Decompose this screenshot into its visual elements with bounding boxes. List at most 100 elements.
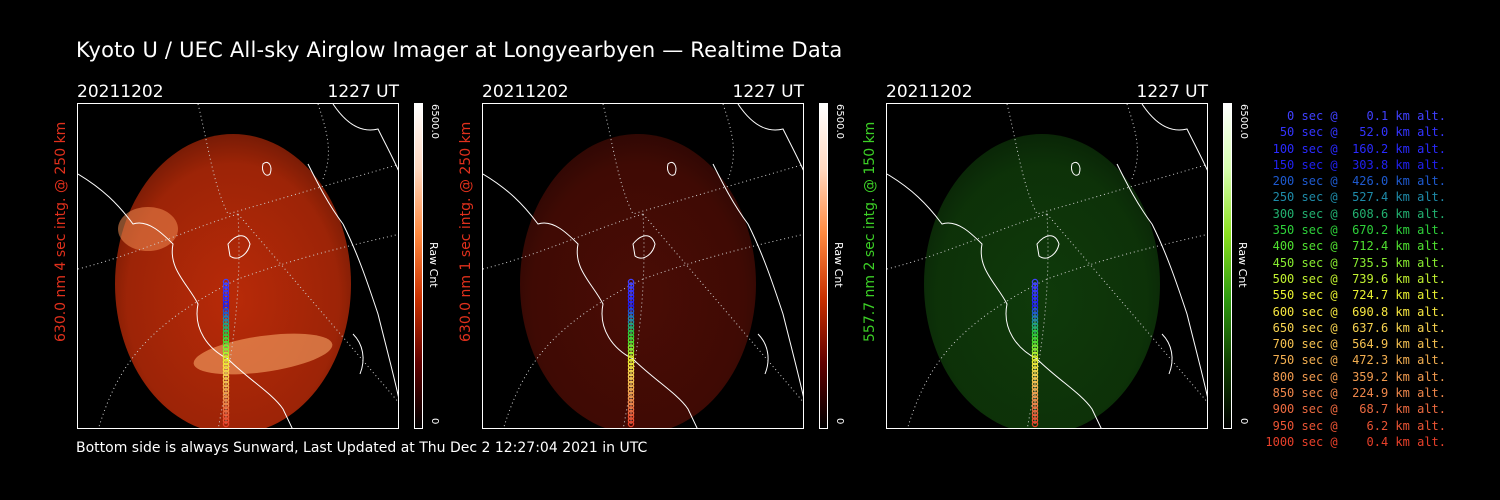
legend-row: 350 sec @ 670.2 km alt. (1265, 223, 1446, 238)
trajectory-point (222, 420, 230, 428)
trajectory-point (1031, 384, 1039, 391)
coastline (1116, 163, 1207, 397)
legend-row: 900 sec @ 68.7 km alt. (1265, 402, 1446, 417)
trajectory-point (222, 347, 230, 355)
coastline (667, 161, 677, 176)
geo-grid-line (1026, 213, 1049, 428)
panel-ylabel: 557.7 nm 2 sec intg. @ 150 km (862, 121, 878, 342)
trajectory-point (627, 286, 635, 293)
trajectory-point (222, 286, 230, 293)
trajectory-point (1031, 413, 1039, 420)
trajectory-point (222, 300, 230, 308)
panel-ylabel: 630.0 nm 4 sec intg. @ 250 km (53, 121, 69, 342)
trajectory-point (627, 329, 635, 337)
coastline (1161, 333, 1173, 375)
geo-grid-line (722, 104, 734, 180)
trajectory-point (627, 373, 635, 380)
trajectory-point (222, 326, 230, 333)
trajectory-point (1031, 329, 1039, 337)
allsky-image (77, 103, 399, 429)
trajectory-point (627, 391, 635, 399)
trajectory-point (222, 366, 230, 373)
trajectory-point (1031, 333, 1039, 340)
airglow-disk (924, 134, 1160, 428)
coastline (307, 163, 398, 397)
legend-row: 150 sec @ 303.8 km alt. (1265, 157, 1446, 172)
coastline (262, 161, 272, 176)
trajectory-point (1031, 402, 1039, 410)
trajectory-point (627, 380, 635, 388)
trajectory-point (1031, 409, 1039, 417)
trajectory-point (1031, 351, 1039, 359)
trajectory-point (222, 377, 230, 384)
trajectory-point (627, 362, 635, 369)
page-title: Kyoto U / UEC All-sky Airglow Imager at … (76, 38, 843, 62)
geo-grid-line (237, 213, 398, 403)
trajectory-point (222, 337, 230, 344)
colorbar-unit: Raw Cnt (1236, 242, 1249, 288)
trajectory-point (1031, 296, 1039, 304)
trajectory-point (222, 278, 230, 286)
trajectory-point (627, 387, 635, 395)
trajectory-point (1031, 391, 1039, 399)
coastline (1036, 235, 1060, 259)
coastline (757, 333, 769, 375)
legend-row: 400 sec @ 712.4 km alt. (1265, 239, 1446, 254)
legend-row: 850 sec @ 224.9 km alt. (1265, 386, 1446, 401)
legend-row: 250 sec @ 527.4 km alt. (1265, 190, 1446, 205)
footer-note: Bottom side is always Sunward, Last Upda… (76, 440, 648, 456)
trajectory-point (222, 315, 230, 322)
trajectory-point (1031, 300, 1039, 308)
colorbar-min: 0 (834, 418, 845, 425)
trajectory-point (627, 322, 635, 329)
coastline (1071, 161, 1081, 176)
trajectory-point (1031, 362, 1039, 369)
trajectory-legend: 0 sec @ 0.1 km alt. 50 sec @ 52.0 km alt… (1262, 108, 1446, 450)
coastline (227, 235, 251, 259)
coastline (1141, 104, 1207, 171)
allsky-image (482, 103, 804, 429)
trajectory-point (222, 293, 230, 300)
trajectory-point (222, 417, 230, 424)
trajectory-point (1031, 380, 1039, 388)
colorbar-max: 6500.0 (1238, 104, 1249, 139)
geo-grid-line (98, 233, 398, 428)
legend-row: 200 sec @ 426.0 km alt. (1265, 174, 1446, 189)
trajectory-point (1031, 377, 1039, 384)
trajectory-point (1031, 358, 1039, 366)
colorbar-max: 6500.0 (429, 104, 440, 139)
colorbar (819, 103, 828, 429)
trajectory-point (627, 296, 635, 304)
panel-time: 1227 UT (327, 82, 400, 102)
trajectory-point (222, 409, 230, 417)
trajectory-point (1031, 387, 1039, 395)
coastline (737, 104, 803, 171)
trajectory-point (627, 326, 635, 333)
colorbar (414, 103, 423, 429)
geo-grid-line (78, 213, 239, 270)
geo-grid-line (907, 233, 1207, 428)
legend-row: 800 sec @ 359.2 km alt. (1265, 369, 1446, 384)
trajectory-point (627, 358, 635, 366)
trajectory-point (627, 406, 635, 413)
geo-grid-line (622, 213, 645, 428)
trajectory-point (627, 333, 635, 340)
panel-date: 20211202 (482, 82, 569, 102)
trajectory-point (627, 420, 635, 428)
trajectory-point (222, 369, 230, 377)
trajectory-point (222, 406, 230, 413)
geo-grid-line (483, 213, 644, 270)
allsky-image (886, 103, 1208, 429)
trajectory-point (222, 296, 230, 304)
trajectory-point (1031, 322, 1039, 329)
trajectory-point (627, 307, 635, 315)
trajectory-point (627, 293, 635, 300)
trajectory-point (1031, 289, 1039, 297)
trajectory-point (222, 307, 230, 315)
trajectory-point (1031, 366, 1039, 373)
trajectory-point (627, 413, 635, 420)
trajectory-point (222, 355, 230, 362)
trajectory-point (222, 322, 230, 329)
trajectory-point (222, 384, 230, 391)
legend-row: 650 sec @ 637.6 km alt. (1265, 320, 1446, 335)
